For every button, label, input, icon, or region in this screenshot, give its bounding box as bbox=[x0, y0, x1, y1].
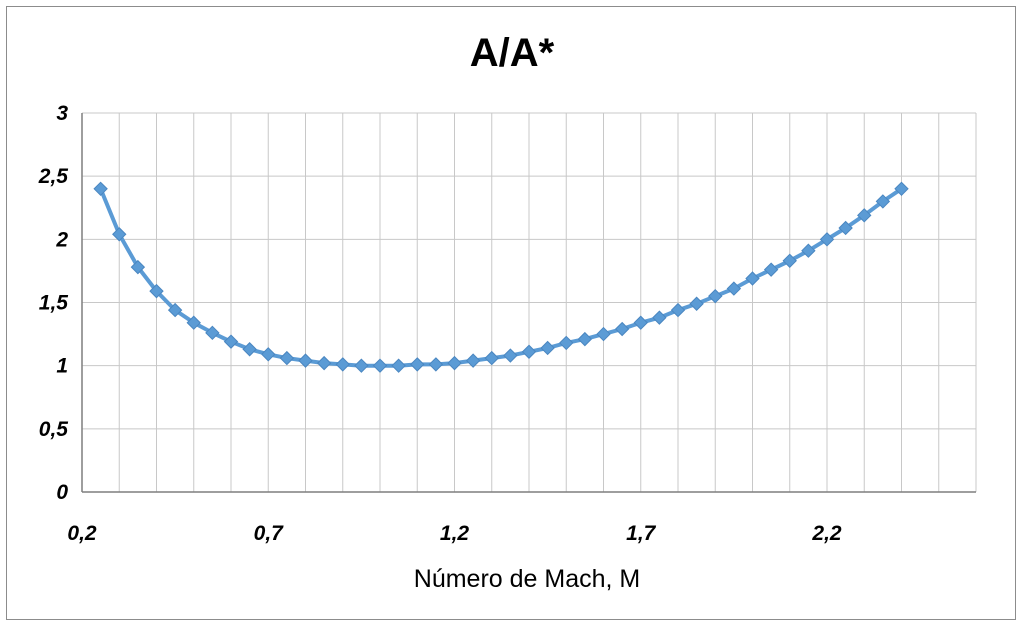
data-point bbox=[763, 262, 779, 277]
data-point bbox=[894, 181, 909, 197]
data-point bbox=[149, 283, 164, 299]
data-point bbox=[857, 208, 872, 223]
data-point bbox=[708, 288, 723, 304]
data-point bbox=[801, 243, 816, 258]
data-point bbox=[447, 355, 462, 371]
data-point bbox=[261, 347, 276, 362]
data-point bbox=[93, 181, 108, 197]
data-point bbox=[130, 259, 146, 275]
data-point bbox=[298, 353, 313, 368]
data-point bbox=[521, 344, 537, 359]
data-point bbox=[614, 321, 630, 337]
data-point bbox=[167, 302, 183, 318]
data-point bbox=[112, 227, 127, 242]
data-point bbox=[205, 325, 220, 341]
data-point bbox=[652, 310, 667, 325]
x-tick-label: 2,2 bbox=[811, 522, 842, 545]
axes bbox=[81, 113, 976, 493]
data-point bbox=[745, 271, 760, 286]
data-point bbox=[633, 315, 648, 330]
data-point bbox=[316, 355, 332, 371]
chart-title: A/A* bbox=[470, 31, 555, 75]
data-point bbox=[503, 348, 518, 363]
y-axis-ticks: 0 0,5 1 1,5 2 2,5 3 bbox=[38, 102, 69, 504]
data-point bbox=[577, 331, 593, 347]
data-point bbox=[354, 358, 369, 373]
series-group bbox=[93, 181, 909, 373]
data-point bbox=[428, 357, 444, 372]
data-point bbox=[484, 350, 499, 366]
data-point bbox=[186, 315, 201, 330]
data-point bbox=[372, 358, 388, 373]
data-point bbox=[465, 353, 481, 368]
series-line bbox=[98, 187, 903, 368]
y-tick-label: 2,5 bbox=[38, 165, 69, 188]
data-point bbox=[875, 194, 891, 209]
x-tick-label: 0,7 bbox=[254, 522, 285, 545]
x-tick-label: 0,2 bbox=[67, 522, 97, 545]
data-point bbox=[670, 302, 686, 318]
data-point bbox=[335, 357, 350, 372]
data-point bbox=[223, 334, 239, 349]
data-point bbox=[242, 342, 257, 357]
data-point bbox=[540, 340, 555, 356]
x-tick-label: 1,2 bbox=[440, 522, 470, 545]
x-axis-ticks: 0,2 0,7 1,2 1,7 2,2 bbox=[67, 522, 842, 545]
data-point bbox=[726, 281, 742, 296]
data-point bbox=[596, 326, 611, 342]
data-point bbox=[410, 357, 425, 372]
data-point bbox=[689, 296, 704, 311]
data-point bbox=[782, 253, 797, 269]
y-tick-label: 2 bbox=[55, 228, 68, 251]
data-point bbox=[819, 232, 835, 247]
x-tick-label: 1,7 bbox=[626, 522, 657, 545]
y-tick-label: 1,5 bbox=[39, 292, 69, 315]
y-tick-label: 0,5 bbox=[39, 418, 69, 441]
data-point bbox=[279, 350, 295, 366]
y-tick-label: 3 bbox=[56, 102, 68, 125]
data-point bbox=[391, 358, 406, 373]
x-axis-label: Número de Mach, M bbox=[414, 565, 640, 593]
gridlines bbox=[81, 112, 977, 493]
data-point bbox=[559, 335, 574, 351]
data-point bbox=[838, 220, 853, 236]
y-tick-label: 1 bbox=[56, 355, 68, 378]
y-tick-label: 0 bbox=[56, 481, 68, 504]
